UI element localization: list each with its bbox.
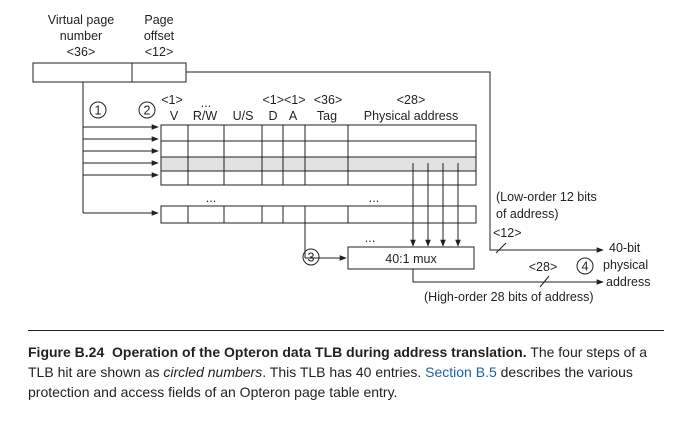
vpn-bits: <36> [67, 45, 96, 59]
high-order-path [412, 269, 604, 285]
highlighted-entry [161, 157, 476, 171]
v-bits: <1> [161, 93, 183, 107]
high-order-note: (High-order 28 bits of address) [424, 290, 594, 304]
vpn-label-line1: Virtual page [48, 13, 115, 27]
step-2-label: 2 [144, 104, 151, 118]
caption-italic: circled numbers [163, 364, 263, 380]
tlb-table [160, 124, 477, 186]
mux-label: 40:1 mux [385, 252, 437, 266]
step-4-label: 4 [582, 260, 589, 274]
step-1-circle [89, 101, 107, 119]
field-physical-address: Physical address [364, 109, 459, 123]
figure-title: Operation of the Opteron data TLB during… [112, 344, 527, 360]
output-label-line1: 40-bit [609, 241, 641, 255]
output-label-line3: address [606, 275, 650, 289]
low-order-note-line1: (Low-order 12 bits [496, 190, 597, 204]
step-3-label: 3 [308, 251, 315, 265]
caption-text-3: describes the various protection and acc… [28, 364, 633, 400]
high-bits-label: <28> [529, 260, 558, 274]
figure-label: Figure B.24 [28, 344, 105, 360]
field-a: A [289, 109, 298, 123]
caption-text-1: The four steps of a TLB hit are shown as [28, 344, 647, 380]
da-bits: <1><1> [262, 93, 305, 107]
offset-path [186, 71, 604, 253]
field-v: V [170, 109, 179, 123]
offset-field [131, 62, 187, 83]
mux-input-dots: ... [365, 231, 375, 245]
high-bus-slash [539, 275, 550, 288]
offset-label-line2: offset [144, 29, 175, 43]
caption-text-2: . This TLB has 40 entries. [262, 364, 426, 380]
caption-rule [28, 330, 664, 331]
field-us: U/S [233, 109, 254, 123]
section-link[interactable]: Section B.5 [425, 364, 497, 380]
step-3-circle [302, 248, 320, 266]
field-d: D [268, 109, 277, 123]
tag-bits: <36> [314, 93, 343, 107]
tlb-diagram: Virtual page number <36> Page offset <12… [32, 13, 650, 304]
step-1-label: 1 [95, 104, 102, 118]
offset-bits: <12> [145, 45, 174, 59]
pa-bits: <28> [397, 93, 426, 107]
figure-caption: Figure B.24 Operation of the Opteron dat… [28, 342, 668, 402]
step-4-circle [576, 257, 594, 275]
offset-label-line1: Page [144, 13, 173, 27]
low-bits-label: <12> [493, 226, 522, 240]
vpn-label-line2: number [60, 29, 102, 43]
low-order-note-line2: of address) [496, 207, 559, 221]
output-label-line2: physical [603, 258, 648, 272]
tlb-last-entry [160, 205, 477, 224]
field-tag: Tag [317, 109, 337, 123]
mux-box [347, 246, 475, 270]
rows-dots-left: ... [206, 191, 216, 205]
rows-dots-right: ... [369, 191, 379, 205]
offset-bus-slash [495, 242, 507, 254]
vpn-field [32, 62, 133, 83]
step-2-circle [138, 101, 156, 119]
field-rw: R/W [193, 109, 218, 123]
rw-dots: ... [201, 96, 211, 110]
